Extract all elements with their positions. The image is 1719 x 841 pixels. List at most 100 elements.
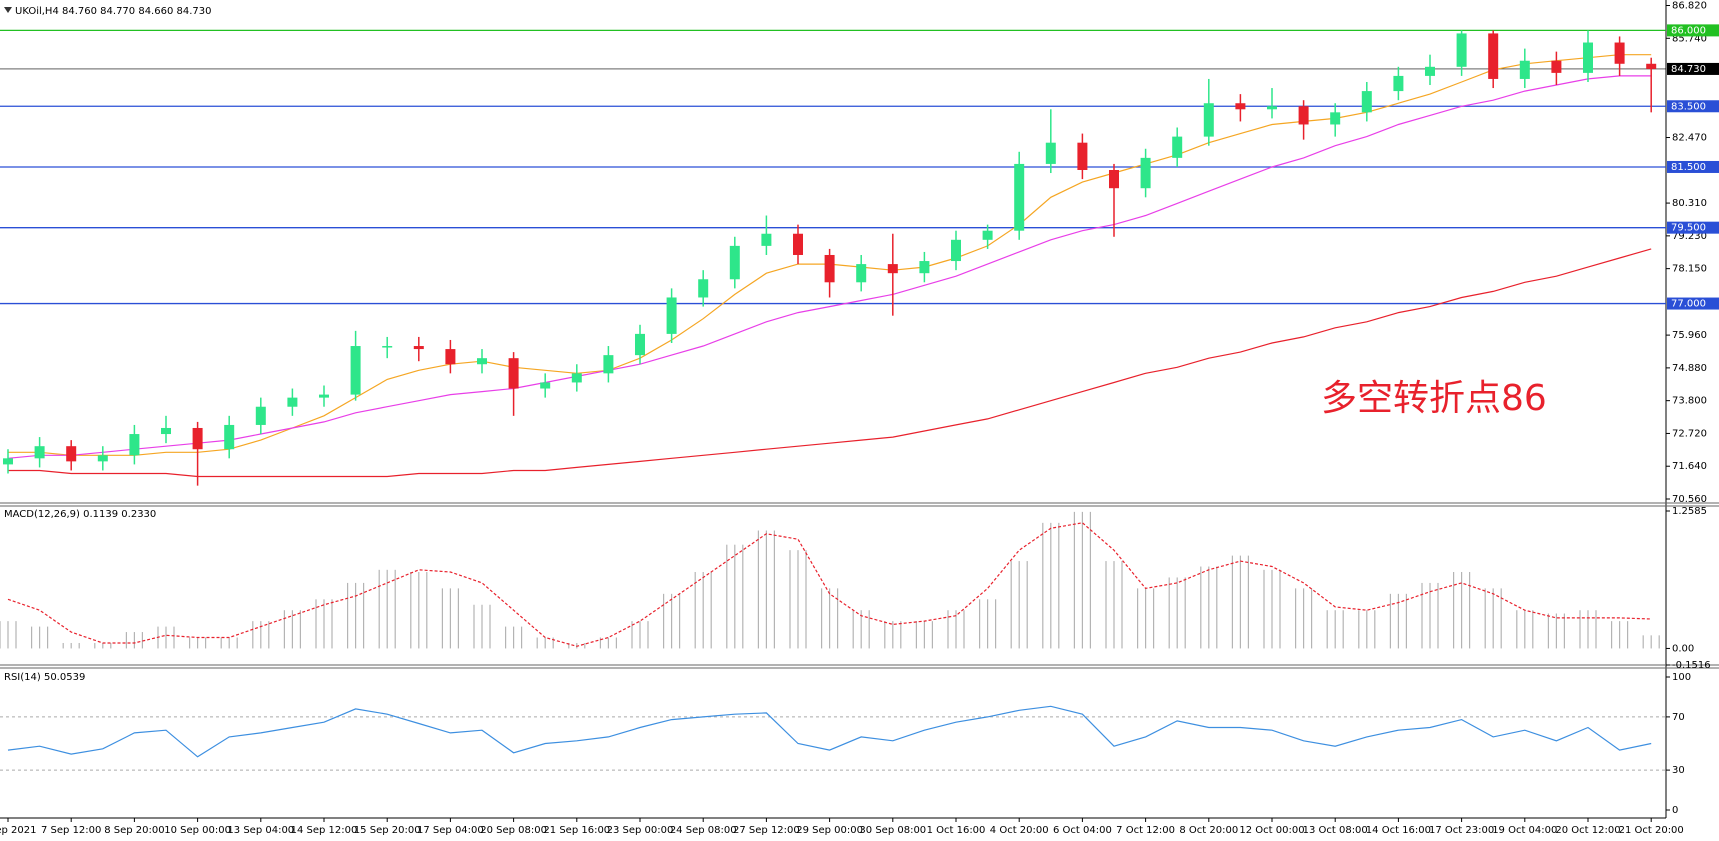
level-label: 84.730 xyxy=(1671,64,1706,75)
candle-body xyxy=(319,394,329,398)
level-label: 79.500 xyxy=(1671,223,1706,234)
collapse-icon xyxy=(4,7,12,13)
candle-body xyxy=(413,346,424,350)
level-label-box xyxy=(1667,100,1719,113)
candle-body xyxy=(1646,63,1657,69)
candle-body xyxy=(1172,136,1183,158)
candle-body xyxy=(66,446,77,462)
candle-body xyxy=(982,230,993,240)
x-tick-label: 20 Sep 08:00 xyxy=(480,825,547,836)
y-tick-label: 70 xyxy=(1672,712,1685,723)
candle-body xyxy=(477,358,487,365)
x-tick-label: 30 Sep 08:00 xyxy=(859,825,926,836)
y-tick-label: 100 xyxy=(1672,672,1691,683)
x-tick-label: 1 Oct 16:00 xyxy=(927,825,986,836)
moving-average-line xyxy=(7,75,1652,459)
x-tick-label: 6 Oct 04:00 xyxy=(1053,825,1112,836)
y-tick-label: 30 xyxy=(1672,765,1685,776)
macd-signal-line xyxy=(7,522,1652,647)
candle-body xyxy=(255,406,266,425)
candle-body xyxy=(161,427,171,435)
candle-body xyxy=(350,346,361,395)
candle-body xyxy=(698,279,709,298)
y-tick-label: 82.470 xyxy=(1672,133,1707,144)
candle-body xyxy=(192,427,203,450)
candle-body xyxy=(666,297,677,334)
rsi-title: RSI(14) 50.0539 xyxy=(4,672,85,683)
y-tick-label: 1.2585 xyxy=(1672,506,1707,517)
y-tick-label: 74.880 xyxy=(1672,363,1707,374)
candle-body xyxy=(824,254,835,283)
candle-body xyxy=(1425,66,1435,76)
x-tick-label: 7 Sep 12:00 xyxy=(41,825,101,836)
y-tick-label: 75.960 xyxy=(1672,330,1707,341)
annotation: 多空转折点86 xyxy=(1321,378,1547,419)
candle-body xyxy=(571,373,582,383)
candle-body xyxy=(793,233,803,255)
macd-title: MACD(12,26,9) 0.1139 0.2330 xyxy=(4,509,156,520)
y-tick-label: 79.230 xyxy=(1672,231,1707,242)
level-label-box xyxy=(1667,24,1719,37)
candle-body xyxy=(1298,106,1309,125)
y-tick-label: 80.310 xyxy=(1672,198,1707,209)
candle-body xyxy=(445,349,456,365)
candle-body xyxy=(729,245,740,280)
candle-body xyxy=(97,455,108,462)
y-tick-label: 86.820 xyxy=(1672,1,1707,12)
y-tick-label: 0 xyxy=(1672,805,1678,816)
candle-body xyxy=(856,264,867,283)
moving-average-line xyxy=(8,248,1652,478)
candle-body xyxy=(1488,33,1499,79)
candle-body xyxy=(1614,42,1625,64)
y-tick-label: 0.00 xyxy=(1672,643,1694,654)
level-label: 81.500 xyxy=(1671,162,1706,173)
y-tick-label: 73.800 xyxy=(1672,396,1707,407)
x-tick-label: 4 Oct 20:00 xyxy=(990,825,1049,836)
candle-body xyxy=(1330,112,1341,125)
candle-body xyxy=(1077,142,1088,170)
x-tick-label: 13 Sep 04:00 xyxy=(227,825,294,836)
x-tick-label: 12 Oct 00:00 xyxy=(1239,825,1304,836)
candle-body xyxy=(951,239,961,262)
candle-body xyxy=(1014,163,1025,231)
y-tick-label: 70.560 xyxy=(1672,494,1707,505)
candle-body xyxy=(1235,103,1246,110)
candle-body xyxy=(603,355,614,374)
x-tick-label: 19 Oct 04:00 xyxy=(1492,825,1557,836)
candle-body xyxy=(1519,60,1530,79)
x-tick-label: 24 Sep 08:00 xyxy=(670,825,737,836)
x-tick-label: 17 Oct 23:00 xyxy=(1429,825,1494,836)
candle-body xyxy=(1109,170,1119,189)
candle-body xyxy=(382,346,393,348)
candle-body xyxy=(1393,75,1404,92)
x-tick-label: 23 Sep 00:00 xyxy=(607,825,674,836)
x-tick-label: 21 Sep 16:00 xyxy=(543,825,610,836)
y-tick-label: 78.150 xyxy=(1672,264,1707,275)
x-tick-label: 8 Oct 20:00 xyxy=(1179,825,1238,836)
y-tick-label: 72.720 xyxy=(1672,428,1707,439)
candle-body xyxy=(887,264,898,274)
candle-body xyxy=(1583,42,1593,73)
x-tick-label: 20 Oct 12:00 xyxy=(1555,825,1620,836)
x-tick-label: 29 Sep 00:00 xyxy=(796,825,863,836)
candle-body xyxy=(1140,157,1151,189)
y-tick-label: 85.740 xyxy=(1672,33,1707,44)
x-tick-label: 27 Sep 12:00 xyxy=(733,825,800,836)
x-tick-label: 15 Sep 20:00 xyxy=(354,825,421,836)
candle-body xyxy=(3,458,13,465)
y-tick-label: -0.1516 xyxy=(1672,660,1711,671)
rsi-line xyxy=(7,705,1652,758)
candle-body xyxy=(1361,91,1372,113)
x-tick-label: 8 Sep 20:00 xyxy=(104,825,164,836)
candle-body xyxy=(287,397,298,407)
candle-body xyxy=(129,434,140,456)
candle-body xyxy=(635,333,645,356)
main-title: UKOil,H4 84.760 84.770 84.660 84.730 xyxy=(15,6,212,17)
level-label: 86.000 xyxy=(1671,25,1706,36)
candle-body xyxy=(34,446,45,459)
x-tick-label: 6 Sep 2021 xyxy=(0,825,37,836)
level-label-box xyxy=(1667,62,1719,75)
candle-body xyxy=(224,424,235,450)
